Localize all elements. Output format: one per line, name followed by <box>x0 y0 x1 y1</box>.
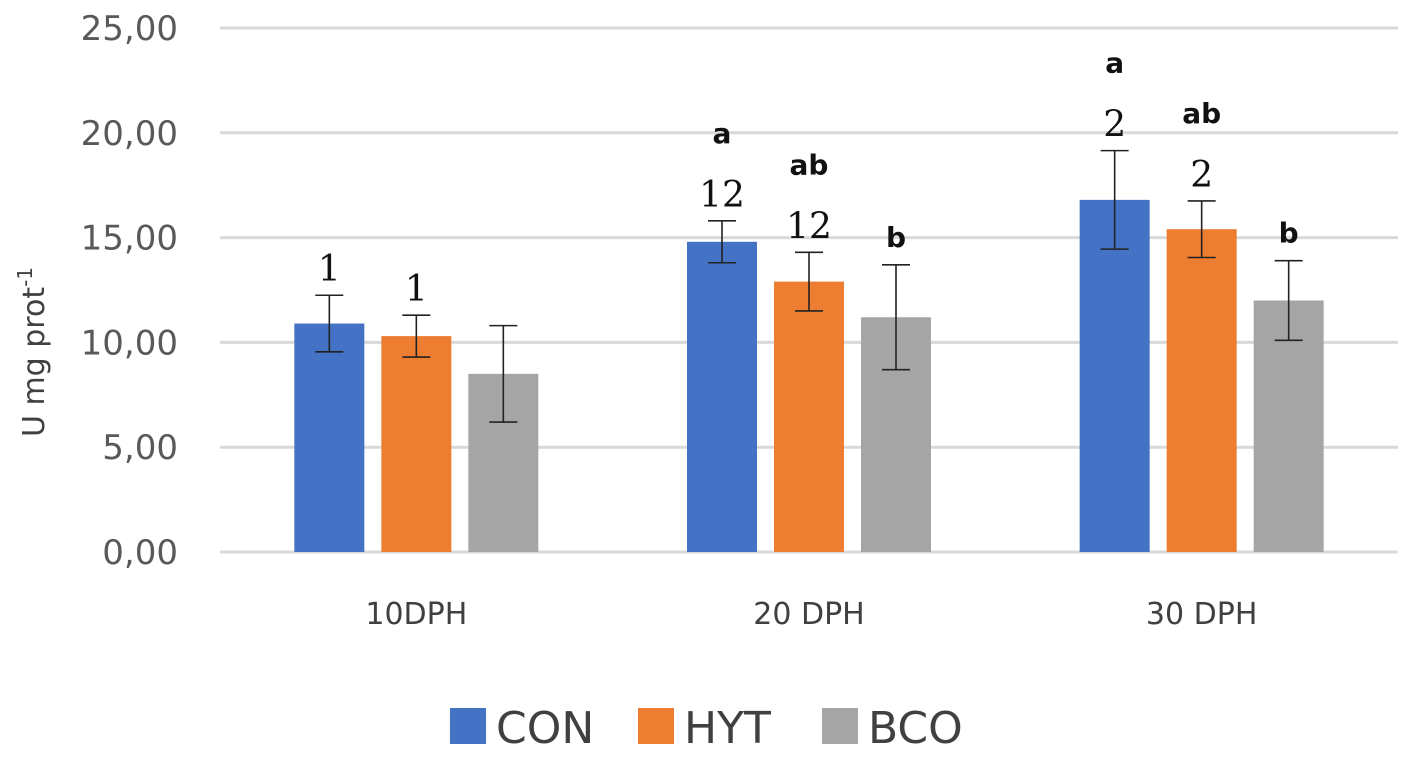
significance-letter: ab <box>1182 97 1221 130</box>
y-axis-label-text: U mg prot <box>17 287 52 437</box>
group-number-label: 2 <box>1103 105 1126 146</box>
legend-label-hyt: HYT <box>684 703 771 754</box>
group-number-label: 12 <box>699 175 745 216</box>
y-axis-ticks: 0,00 5,00 10,00 15,00 20,00 25,00 <box>81 9 178 573</box>
error-bars <box>315 149 1303 423</box>
x-category-label: 20 DPH <box>753 597 864 632</box>
y-tick-label: 10,00 <box>81 323 178 363</box>
error-bar <box>882 264 910 371</box>
group-number-label: 1 <box>405 269 428 310</box>
bar-hyt <box>381 336 452 552</box>
error-bar <box>708 220 736 264</box>
error-bar <box>1187 200 1216 259</box>
bar-con <box>294 323 365 552</box>
significance-labels: 1 1 12 a 12 ab b 2 a 2 ab b <box>318 47 1299 311</box>
legend-swatch-con <box>450 708 486 744</box>
significance-letter: b <box>886 221 906 254</box>
bar-con <box>1079 199 1150 552</box>
y-axis-label-superscript: -1 <box>13 267 37 287</box>
legend-swatch-hyt <box>638 708 674 744</box>
legend-label-bco: BCO <box>868 703 963 754</box>
significance-letter: a <box>713 117 732 150</box>
x-category-label: 10DPH <box>365 597 467 632</box>
significance-letter: ab <box>790 148 829 181</box>
error-bar <box>489 324 518 423</box>
bar-con <box>687 241 757 553</box>
legend: CON HYT BCO <box>450 703 963 754</box>
y-tick-label: 25,00 <box>81 9 178 49</box>
error-bar <box>402 314 431 358</box>
group-number-label: 12 <box>786 206 832 247</box>
significance-letter: b <box>1279 217 1299 250</box>
y-axis-label: U mg prot-1 <box>13 267 52 437</box>
group-number-label: 2 <box>1190 155 1213 196</box>
y-tick-label: 5,00 <box>102 428 178 468</box>
bar-hyt <box>1166 229 1237 552</box>
x-axis-categories: 10DPH 20 DPH 30 DPH <box>365 597 1257 632</box>
bar-hyt <box>774 281 844 552</box>
y-tick-label: 15,00 <box>81 219 178 259</box>
significance-letter: a <box>1105 47 1124 80</box>
bar-bco <box>1253 300 1324 552</box>
error-bar <box>1100 149 1129 250</box>
y-tick-label: 20,00 <box>81 114 178 154</box>
legend-swatch-bco <box>822 708 858 744</box>
error-bar <box>315 294 344 353</box>
x-category-label: 30 DPH <box>1146 597 1257 632</box>
legend-label-con: CON <box>496 703 594 754</box>
error-bar <box>1274 259 1303 342</box>
bars <box>294 199 1324 553</box>
error-bar <box>795 251 823 312</box>
y-tick-label: 0,00 <box>102 533 178 573</box>
group-number-label: 1 <box>318 249 341 290</box>
